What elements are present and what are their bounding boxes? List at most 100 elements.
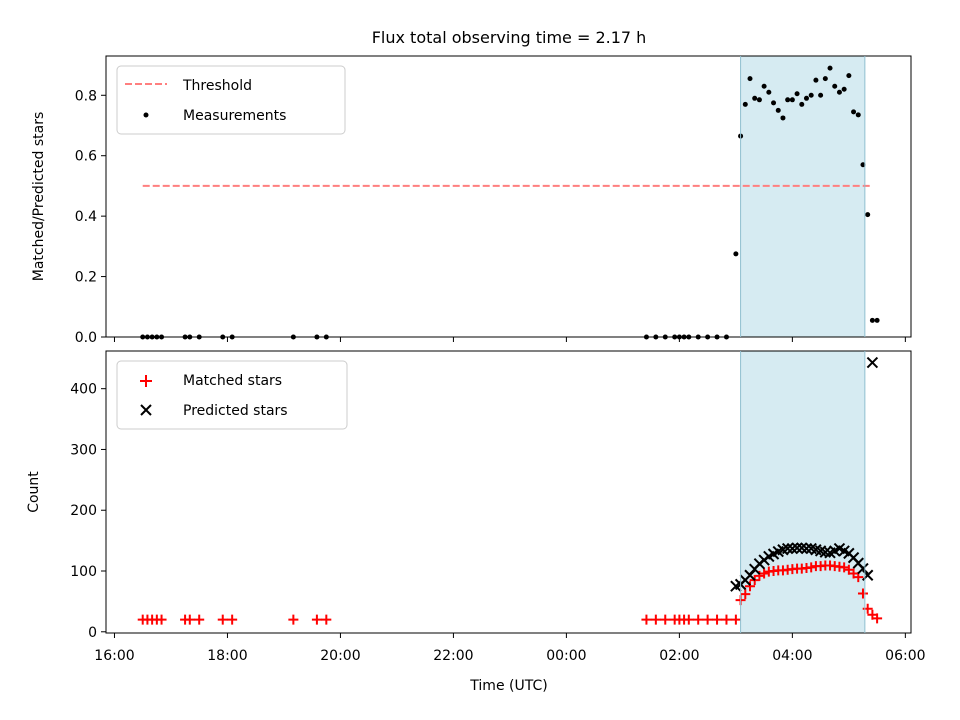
- matched-star-point: [288, 614, 299, 625]
- measurement-point: [766, 89, 772, 95]
- matched-star-point: [857, 588, 868, 599]
- matched-star-point: [862, 603, 873, 614]
- bottom-x-label: Time (UTC): [469, 678, 547, 694]
- matched-star-point: [745, 581, 755, 592]
- measurement-point: [818, 92, 824, 98]
- predicted-star-point: [781, 542, 794, 555]
- top-panel: 0.00.20.40.60.8 Matched/Predicted stars …: [31, 55, 912, 346]
- x-tick-label: 16:00: [94, 648, 134, 664]
- x-tick-label: 18:00: [207, 648, 247, 664]
- x-tick-label: 02:00: [659, 648, 699, 664]
- measurement-point: [742, 101, 748, 107]
- matched-star-point: [650, 614, 661, 625]
- matched-legend-swatch: [140, 375, 152, 387]
- matched-star-point: [321, 614, 332, 625]
- top-y-label: Matched/Predicted stars: [31, 112, 47, 282]
- matched-star-point: [311, 614, 322, 625]
- threshold-legend-label: Threshold: [182, 78, 252, 94]
- measurements-legend-swatch: [143, 112, 149, 118]
- y-tick-label: 0.8: [75, 88, 97, 104]
- matched-legend-label: Matched stars: [183, 373, 282, 389]
- matched-star-point: [194, 614, 205, 625]
- matched-star-point: [641, 614, 652, 625]
- measurement-point: [794, 91, 800, 97]
- matched-star-point: [759, 568, 770, 579]
- bottom-x-axis: 16:00 18:00 20:00 22:00 00:00 02:00 04:00 06:00: [94, 633, 926, 664]
- measurement-point: [747, 76, 753, 82]
- predicted-star-point: [866, 356, 879, 369]
- measurement-point: [761, 83, 767, 89]
- bottom-y-axis: 0 100 200 300 400: [70, 382, 106, 641]
- bottom-panel: 0 100 200 300 400 16:00 18:00 20:00 22:00 00:00 0…: [26, 350, 926, 694]
- matched-star-point: [702, 614, 713, 625]
- measurement-point: [771, 100, 777, 106]
- predicted-legend-swatch: [140, 404, 152, 416]
- measurement-point: [803, 95, 809, 101]
- measurement-point: [841, 86, 847, 92]
- y-tick-label: 0.6: [75, 149, 97, 165]
- y-tick-label: 100: [70, 564, 97, 580]
- y-tick-label: 400: [70, 382, 97, 398]
- measurement-point: [822, 76, 828, 82]
- predicted-star-point: [800, 542, 813, 555]
- x-tick-label: 04:00: [772, 648, 812, 664]
- measurement-point: [752, 95, 758, 101]
- predicted-legend-label: Predicted stars: [183, 403, 288, 419]
- matched-star-point: [872, 613, 883, 624]
- matched-star-point: [712, 614, 723, 625]
- x-tick-label: 00:00: [546, 648, 586, 664]
- measurements-legend-label: Measurements: [183, 108, 286, 124]
- matched-star-point: [693, 614, 704, 625]
- predicted-star-point: [861, 569, 874, 581]
- measurement-point: [860, 162, 866, 168]
- matched-star-point: [806, 562, 817, 573]
- matched-star-point: [227, 614, 238, 625]
- predicted-stars-points: [730, 356, 879, 592]
- matched-star-point: [721, 614, 732, 625]
- measurement-point: [789, 97, 795, 103]
- predicted-star-point: [791, 542, 803, 554]
- measurement-point: [775, 107, 781, 113]
- matched-star-point: [217, 614, 228, 625]
- y-tick-label: 200: [70, 503, 97, 519]
- measurement-point: [851, 109, 857, 115]
- measurement-point: [780, 115, 786, 121]
- x-tick-label: 20:00: [320, 648, 360, 664]
- measurement-point: [846, 73, 852, 79]
- top-legend: Threshold Measurements: [116, 65, 346, 135]
- matched-star-point: [740, 589, 751, 600]
- matched-star-point: [184, 614, 195, 625]
- y-tick-label: 0.2: [75, 270, 97, 286]
- measurement-point: [813, 77, 819, 83]
- measurement-point: [865, 212, 871, 218]
- measurement-point: [836, 89, 842, 95]
- chart-title: Flux total observing time = 2.17 h: [372, 28, 647, 47]
- top-axes-frame: [105, 55, 912, 338]
- matched-star-point: [156, 614, 167, 625]
- measurement-point: [756, 97, 762, 103]
- top-y-axis: 0.0 0.2 0.4 0.6 0.8: [75, 88, 106, 346]
- matched-star-point: [683, 614, 694, 625]
- y-tick-label: 0: [88, 625, 97, 641]
- measurement-point: [808, 92, 814, 98]
- matched-star-point: [660, 614, 671, 625]
- measurement-point: [832, 83, 838, 89]
- measurement-point: [869, 317, 875, 323]
- bottom-axes-frame: [105, 350, 912, 634]
- x-tick-label: 22:00: [433, 648, 473, 664]
- bottom-legend: Matched stars Predicted stars: [116, 360, 348, 430]
- measurement-point: [874, 317, 880, 323]
- measurement-point: [733, 251, 739, 257]
- measurement-point: [855, 112, 861, 118]
- top-legend-box: [116, 65, 346, 135]
- predicted-star-point: [857, 562, 869, 575]
- bottom-shaded-interval: [740, 351, 865, 633]
- y-tick-label: 300: [70, 442, 97, 458]
- y-tick-label: 0.0: [75, 330, 97, 346]
- bottom-y-label: Count: [26, 471, 42, 513]
- y-tick-label: 0.4: [75, 209, 97, 225]
- x-tick-label: 06:00: [885, 648, 925, 664]
- measurement-point: [827, 65, 833, 71]
- bottom-legend-box: [116, 360, 348, 430]
